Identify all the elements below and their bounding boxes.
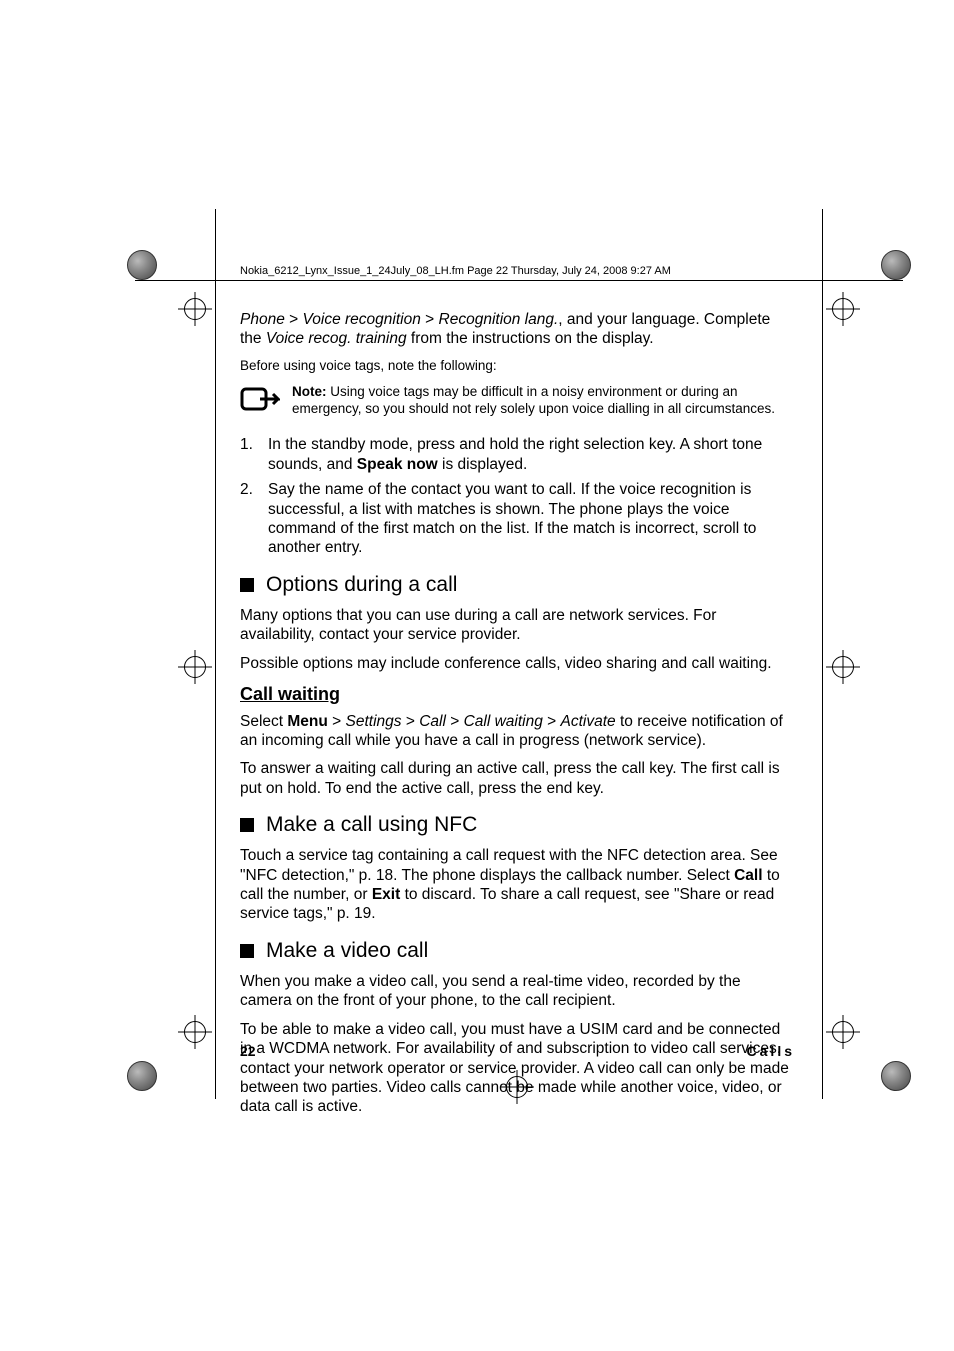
breadcrumb-b: Voice recognition: [303, 311, 421, 328]
registration-target: [178, 650, 212, 684]
voice-training: Voice recog. training: [266, 330, 407, 347]
section-name: Calls: [747, 1043, 795, 1059]
crop-line-right: [822, 209, 823, 1099]
step: 1. In the standby mode, press and hold t…: [240, 435, 795, 474]
step-body: In the standby mode, press and hold the …: [268, 435, 795, 474]
section-title: Make a video call: [266, 938, 428, 964]
step-num: 2.: [240, 480, 260, 558]
section-heading: Make a call using NFC: [240, 812, 795, 838]
registration-target: [178, 292, 212, 326]
crop-line-top: [135, 280, 903, 281]
section-heading: Options during a call: [240, 572, 795, 598]
step-num: 1.: [240, 435, 260, 474]
page-number: 22: [240, 1043, 256, 1059]
registration-sphere: [127, 250, 157, 280]
intro-tail2: from the instructions on the display.: [407, 330, 654, 347]
crop-line-left: [215, 209, 216, 1099]
note-text: Note: Using voice tags may be difficult …: [292, 384, 795, 418]
bullet-icon: [240, 578, 254, 592]
step: 2. Say the name of the contact you want …: [240, 480, 795, 558]
bullet-icon: [240, 818, 254, 832]
registration-target: [178, 1015, 212, 1049]
steps-list: 1. In the standby mode, press and hold t…: [240, 435, 795, 557]
intro-para: Phone > Voice recognition > Recognition …: [240, 310, 795, 349]
options-p1: Many options that you can use during a c…: [240, 606, 795, 645]
page-content: Phone > Voice recognition > Recognition …: [240, 310, 795, 1126]
note-icon: [240, 386, 280, 420]
section-title: Make a call using NFC: [266, 812, 477, 838]
callwaiting-p2: To answer a waiting call during an activ…: [240, 759, 795, 798]
section-title: Options during a call: [266, 572, 457, 598]
registration-target: [826, 292, 860, 326]
note-block: Note: Using voice tags may be difficult …: [240, 384, 795, 427]
video-p2: To be able to make a video call, you mus…: [240, 1020, 795, 1117]
registration-sphere: [881, 250, 911, 280]
callwaiting-p1: Select Menu > Settings > Call > Call wai…: [240, 712, 795, 751]
registration-target: [826, 1015, 860, 1049]
breadcrumb-a: Phone: [240, 311, 285, 328]
page-footer: 22 Calls: [240, 1043, 795, 1059]
note-body: Using voice tags may be difficult in a n…: [292, 384, 775, 416]
registration-sphere: [881, 1061, 911, 1091]
video-p1: When you make a video call, you send a r…: [240, 972, 795, 1011]
registration-sphere: [127, 1061, 157, 1091]
step-body: Say the name of the contact you want to …: [268, 480, 795, 558]
before-voice-tags: Before using voice tags, note the follow…: [240, 358, 795, 375]
nfc-p1: Touch a service tag containing a call re…: [240, 846, 795, 924]
options-p2: Possible options may include conference …: [240, 654, 795, 673]
registration-target: [826, 650, 860, 684]
section-heading: Make a video call: [240, 938, 795, 964]
breadcrumb-c: Recognition lang.: [439, 311, 559, 328]
meta-header: Nokia_6212_Lynx_Issue_1_24July_08_LH.fm …: [240, 265, 671, 277]
subsection-heading: Call waiting: [240, 683, 795, 706]
note-label: Note:: [292, 384, 327, 399]
bullet-icon: [240, 944, 254, 958]
